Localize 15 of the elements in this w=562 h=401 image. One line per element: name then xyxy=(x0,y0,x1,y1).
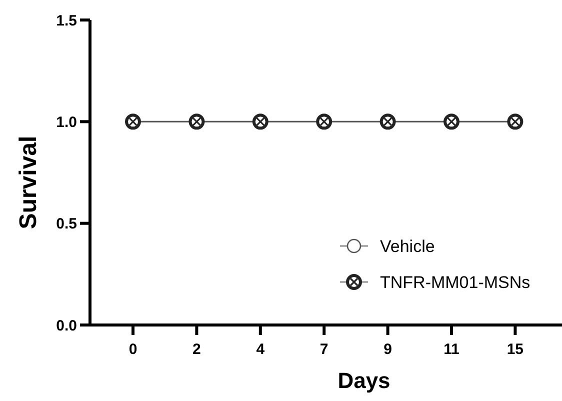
legend-label: Vehicle xyxy=(380,236,435,256)
x-tick-label: 7 xyxy=(320,341,328,358)
x-tick-label: 15 xyxy=(506,341,524,358)
y-axis-title: Survival xyxy=(15,136,42,230)
y-tick-label: 0.0 xyxy=(56,317,77,334)
y-tick-label: 1.5 xyxy=(56,12,77,30)
legend-label: TNFR-MM01-MSNs xyxy=(380,272,530,292)
x-tick-label: 9 xyxy=(384,341,392,358)
x-tick-label: 11 xyxy=(444,341,460,358)
y-tick-label: 1.0 xyxy=(56,114,77,131)
x-tick-label: 2 xyxy=(192,341,201,358)
x-tick-label: 0 xyxy=(128,341,138,358)
x-tick-label: 4 xyxy=(256,341,266,358)
y-tick-label: 0.5 xyxy=(56,216,77,233)
x-axis-title: Days xyxy=(338,368,390,393)
